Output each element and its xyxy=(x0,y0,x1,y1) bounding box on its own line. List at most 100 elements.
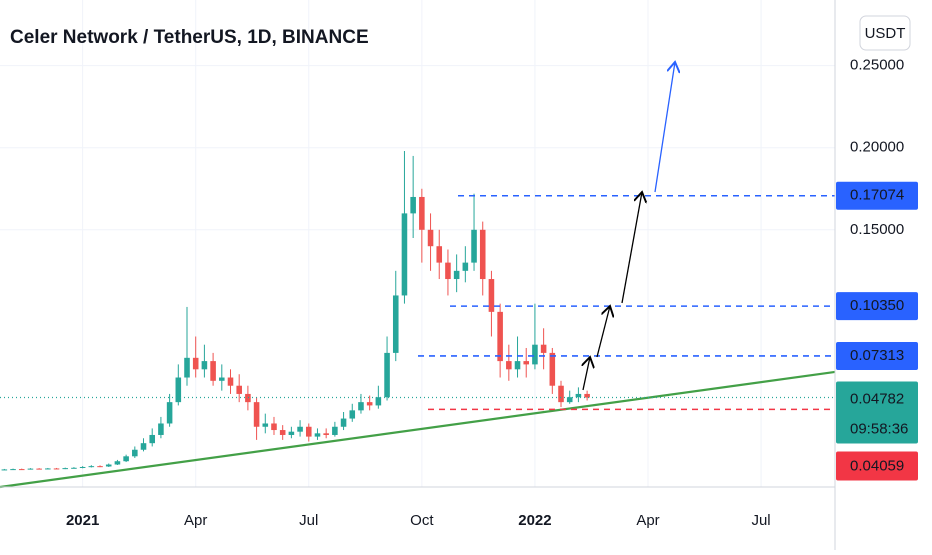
candle-body xyxy=(1,469,8,471)
candle-body xyxy=(175,377,182,403)
candle-body xyxy=(375,397,382,406)
candle-body xyxy=(566,397,573,403)
countdown: 09:58:36 xyxy=(850,420,908,437)
candle-body xyxy=(471,229,477,263)
candle-body xyxy=(358,402,364,411)
level-label-box xyxy=(836,181,918,210)
candle-body xyxy=(305,426,312,437)
candle-body xyxy=(36,468,42,470)
candle-body xyxy=(166,402,173,424)
candle-body xyxy=(114,461,121,465)
x-tick-label: 2022 xyxy=(518,512,551,529)
candle-body xyxy=(349,410,356,419)
x-tick-label: Apr xyxy=(184,512,207,529)
candle-body xyxy=(514,361,521,370)
candle-body xyxy=(445,262,451,280)
candle-body xyxy=(297,426,303,432)
candle-body xyxy=(253,402,260,427)
currency-button-label[interactable]: USDT xyxy=(865,25,906,42)
candle-body xyxy=(392,295,399,353)
y-tick-label: 0.20000 xyxy=(850,139,904,156)
candle-body xyxy=(123,456,129,462)
x-tick-label: Oct xyxy=(410,512,434,529)
x-tick-label: 2021 xyxy=(66,512,99,529)
candle-body xyxy=(340,418,347,427)
candle-body xyxy=(366,402,373,406)
candle-body xyxy=(540,344,547,353)
candle-body xyxy=(236,385,242,394)
candle-body xyxy=(401,213,408,296)
candle-body xyxy=(210,361,216,381)
candle-body xyxy=(262,423,269,427)
candle-body xyxy=(332,426,338,435)
candle-body xyxy=(45,468,51,470)
candle-body xyxy=(314,433,321,437)
arrow xyxy=(654,62,675,193)
candle-body xyxy=(88,466,95,468)
x-tick-label: Jul xyxy=(299,512,318,529)
arrow xyxy=(583,357,590,391)
candle-body xyxy=(584,393,590,398)
support-label: 0.04059 xyxy=(850,457,904,474)
candle-body xyxy=(436,246,443,263)
candle-body xyxy=(184,357,190,378)
last-price-label: 0.04782 xyxy=(850,390,904,407)
candle-body xyxy=(532,344,538,365)
annotations xyxy=(583,62,675,391)
candle-body xyxy=(71,467,77,469)
candle-body xyxy=(479,229,486,280)
candle-body xyxy=(105,464,112,467)
trendline xyxy=(0,370,836,489)
level-label: 0.10350 xyxy=(850,297,904,314)
candle-body xyxy=(497,311,503,362)
candle-body xyxy=(419,196,425,230)
candle-body xyxy=(79,466,86,468)
candle-body xyxy=(245,393,251,403)
level-label-box xyxy=(836,292,918,321)
arrow xyxy=(621,192,642,304)
candle-body xyxy=(279,430,286,435)
candle-body xyxy=(462,262,469,271)
candle-body xyxy=(384,352,390,398)
candle-body xyxy=(201,361,208,370)
candle-body xyxy=(410,196,416,214)
last-price-box xyxy=(836,381,918,444)
level-label: 0.07313 xyxy=(850,347,904,364)
candle-body xyxy=(219,377,225,381)
level-label: 0.17074 xyxy=(850,187,904,204)
candle-body xyxy=(140,443,147,450)
y-tick-label: 0.25000 xyxy=(850,57,904,74)
candle-body xyxy=(558,385,564,403)
currency-button[interactable] xyxy=(859,15,911,51)
candle-body xyxy=(427,229,434,247)
candle-body xyxy=(323,433,329,435)
support-label-box xyxy=(836,451,918,481)
price-labels: 0.25000 0.20000 0.15000 2021 Apr Jul Oct 2022 Ap… xyxy=(66,57,918,529)
candle-body xyxy=(549,352,556,386)
candle-body xyxy=(453,270,460,280)
grid xyxy=(0,0,835,487)
candle-body xyxy=(227,377,234,386)
candles xyxy=(0,151,836,489)
candle-body xyxy=(18,469,25,471)
candle-body xyxy=(97,466,103,468)
candle-body xyxy=(488,279,495,312)
candle-body xyxy=(271,423,277,431)
candle-body xyxy=(132,449,138,457)
arrow xyxy=(596,306,610,358)
candle-body xyxy=(62,468,69,470)
candle-body xyxy=(192,357,199,370)
y-tick-label: 0.15000 xyxy=(850,221,904,238)
candle-body xyxy=(53,468,60,470)
candle-body xyxy=(27,468,34,470)
chart-title: Celer Network / TetherUS, 1D, BINANCE xyxy=(10,27,369,48)
candle-body xyxy=(523,361,530,365)
candle-body xyxy=(149,434,155,444)
candle-body xyxy=(158,423,164,435)
candle-body xyxy=(575,393,582,398)
candle-body xyxy=(506,361,512,370)
level-label-box xyxy=(836,341,918,370)
candle-body xyxy=(288,431,295,435)
